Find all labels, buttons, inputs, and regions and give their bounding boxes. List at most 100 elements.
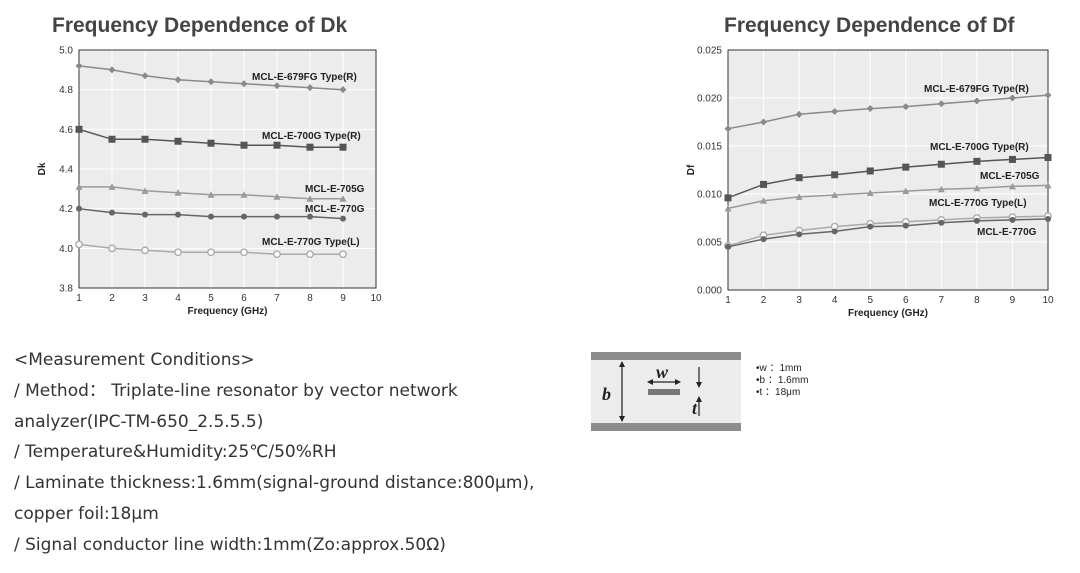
dk-data-point <box>108 66 116 74</box>
df-data-point <box>973 157 981 165</box>
df-data-point <box>973 217 980 224</box>
df-plot-border <box>727 49 1049 291</box>
df-data-point <box>973 184 981 192</box>
conditions-temperature: / Temperature&Humidity:25℃/50%RH <box>14 442 337 463</box>
dk-y-tick-label: 5.0 <box>59 46 73 57</box>
dk-data-point <box>75 183 83 190</box>
dk-x-tick-label: 4 <box>175 293 181 304</box>
df-data-point <box>937 185 945 193</box>
dk-data-point <box>208 213 214 220</box>
ground-plane-top <box>591 352 741 360</box>
df-data-point <box>760 236 767 243</box>
dk-x-tick-label: 9 <box>340 293 346 304</box>
df-x-tick-label: 6 <box>903 295 909 306</box>
df-data-point <box>867 223 874 230</box>
dk-x-tick-label: 10 <box>370 293 382 304</box>
df-x-tick-label: 5 <box>867 295 873 306</box>
df-y-tick-label: 0.010 <box>697 190 722 201</box>
df-data-point <box>1009 216 1016 223</box>
dk-data-point <box>142 211 148 218</box>
df-chart-title: Frequency Dependence of Df <box>724 14 1016 37</box>
dk-series-label: MCL-E-705G <box>305 184 365 195</box>
signal-conductor <box>648 389 680 395</box>
dk-x-axis-label: Frequency (GHz) <box>187 306 267 317</box>
df-data-point <box>760 197 768 204</box>
dk-data-point <box>306 143 314 151</box>
df-x-tick-label: 4 <box>832 295 838 306</box>
dk-data-point <box>273 82 281 90</box>
conditions-line-width: / Signal conductor line width:1mm(Zo:app… <box>14 534 446 555</box>
df-y-tick-label: 0.025 <box>697 46 722 57</box>
df-x-tick-label: 9 <box>1010 295 1016 306</box>
dk-data-point <box>75 62 83 70</box>
dk-y-tick-label: 4.4 <box>59 165 73 176</box>
dk-data-point <box>75 125 83 133</box>
dk-data-point <box>207 139 215 147</box>
df-data-point <box>973 97 981 105</box>
dk-y-tick-label: 4.0 <box>59 244 73 255</box>
dk-data-point <box>109 209 115 216</box>
w-arrow-right <box>675 379 681 385</box>
dk-data-point <box>339 143 347 151</box>
dk-x-tick-label: 2 <box>109 293 115 304</box>
w-letter: w <box>656 362 669 382</box>
df-x-axis-label: Frequency (GHz) <box>848 308 928 319</box>
df-data-point <box>831 171 839 179</box>
df-data-point <box>1044 154 1052 162</box>
dk-data-point <box>141 187 149 194</box>
df-data-point <box>831 107 839 115</box>
df-x-tick-label: 10 <box>1042 295 1054 306</box>
dk-x-tick-label: 8 <box>307 293 313 304</box>
df-data-point <box>1045 215 1051 222</box>
dk-data-point <box>76 205 82 212</box>
dk-chart-svg: Frequency Dependence of Dk 3.8 4.0 4.2 4.4 4.… <box>37 14 382 317</box>
dk-data-point <box>174 137 182 145</box>
dk-y-tick-label: 4.2 <box>59 204 73 215</box>
dk-data-point <box>273 141 281 149</box>
df-data-point <box>760 180 768 188</box>
dk-data-point <box>339 195 347 202</box>
dk-data-point <box>108 244 116 253</box>
df-series-line <box>727 184 1049 210</box>
dk-data-point <box>339 86 347 94</box>
df-y-axis-label: Df <box>686 164 697 175</box>
dk-data-point <box>207 191 215 198</box>
legend-b: •b ：1.6mm <box>756 375 808 386</box>
df-data-point <box>902 103 910 111</box>
triplate-diagram: b w t •w ：1mm •b ：1.6mm •t ：18μm <box>590 350 840 435</box>
df-series-label: MCL-E-770G Type(L) <box>929 198 1027 209</box>
dk-data-point <box>240 80 248 88</box>
df-data-point <box>724 194 732 202</box>
triplate-diagram-svg: b w t •w ：1mm •b ：1.6mm •t ：18μm <box>591 352 808 431</box>
conditions-copper-foil: copper foil:18μm <box>14 503 159 524</box>
conditions-method: / Method： Triplate-line resonator by vec… <box>14 380 458 401</box>
df-data-point <box>724 204 732 212</box>
df-data-point <box>937 160 945 168</box>
dk-data-point <box>174 189 182 196</box>
dk-data-point <box>108 183 116 190</box>
conditions-method-cont: analyzer(IPC-TM-650_2.5.5.5) <box>14 411 264 432</box>
df-data-point <box>1008 155 1016 163</box>
df-series-line <box>727 218 1049 248</box>
dk-data-point <box>174 248 182 257</box>
df-data-point <box>760 118 768 126</box>
df-series-label: MCL-E-705G <box>980 171 1040 182</box>
dk-y-axis-label: Dk <box>37 162 48 175</box>
df-data-point <box>866 105 874 113</box>
df-series-label: MCL-E-700G Type(R) <box>930 142 1029 153</box>
dk-series-label: MCL-E-700G Type(R) <box>262 131 361 142</box>
df-series-line <box>727 215 1049 247</box>
dk-series-label: MCL-E-679FG Type(R) <box>252 72 357 83</box>
df-x-tick-label: 8 <box>974 295 980 306</box>
legend-w: •w ：1mm <box>756 363 802 374</box>
w-arrow-left <box>647 379 653 385</box>
dk-x-tick-label: 1 <box>76 293 82 304</box>
dk-data-point <box>75 240 83 249</box>
t-arrow-up <box>696 396 702 402</box>
t-arrow-down <box>696 382 702 388</box>
df-data-point <box>937 100 945 108</box>
df-chart: Frequency Dependence of Df 0.000 0.005 0.01… <box>665 0 1080 330</box>
df-data-point <box>796 231 803 238</box>
df-y-tick-label: 0.015 <box>697 142 722 153</box>
df-series-line <box>727 156 1049 199</box>
